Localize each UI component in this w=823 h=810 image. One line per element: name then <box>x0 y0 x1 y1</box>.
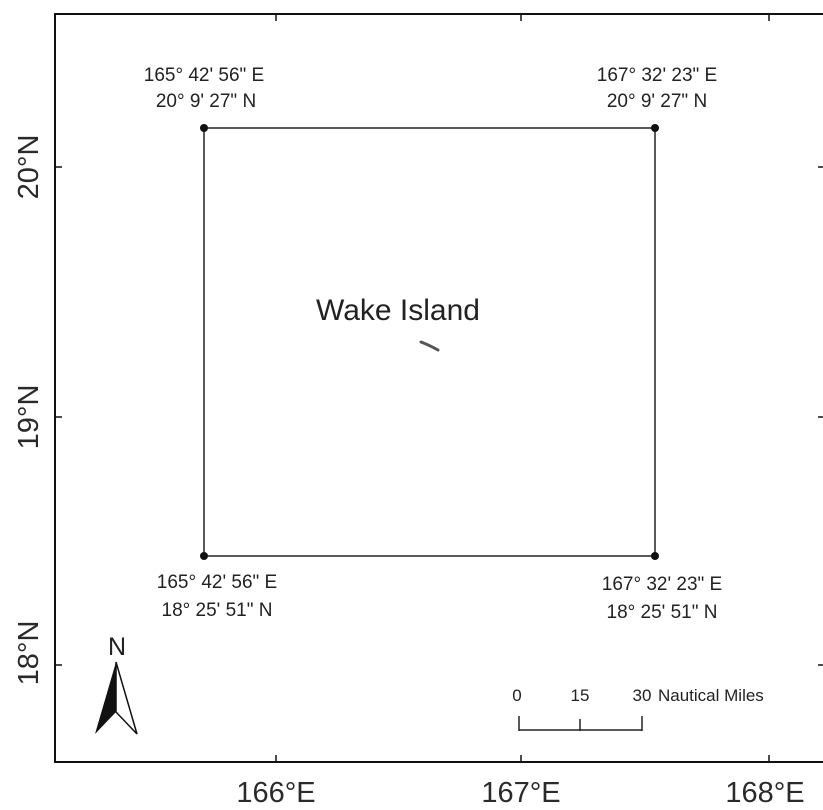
north-arrow-label: N <box>108 633 126 661</box>
corner-bottom-left-lat: 18° 25' 51" N <box>162 600 273 621</box>
scale-label-15: 15 <box>571 686 590 705</box>
place-label: Wake Island <box>316 294 480 327</box>
y-tick-label-20: 20°N <box>13 135 45 200</box>
scale-bar-lines <box>518 716 643 731</box>
north-arrow-dark-half <box>95 662 116 734</box>
x-tick-label-166: 166°E <box>236 777 315 809</box>
corner-point-top-right <box>651 124 659 132</box>
corner-point-bottom-right <box>651 552 659 560</box>
corner-top-left-lon: 165° 42' 56" E <box>144 65 264 86</box>
boundary-box <box>203 127 656 557</box>
corner-bottom-right-lon: 167° 32' 23" E <box>602 574 722 595</box>
corner-point-top-left <box>200 124 208 132</box>
y-axis-ticks <box>55 166 823 666</box>
corner-bottom-left-lon: 165° 42' 56" E <box>157 572 277 593</box>
y-tick-label-19: 19°N <box>13 385 45 450</box>
corner-point-bottom-left <box>200 552 208 560</box>
map-frame <box>54 13 823 763</box>
corner-top-right-lon: 167° 32' 23" E <box>597 65 717 86</box>
corner-top-left-lat: 20° 9' 27" N <box>156 91 256 112</box>
y-tick-label-18: 18°N <box>13 621 45 686</box>
corner-bottom-right-lat: 18° 25' 51" N <box>607 602 718 623</box>
scale-label-30: 30 <box>633 686 652 705</box>
scale-label-0: 0 <box>512 686 521 705</box>
scale-unit-label: Nautical Miles <box>658 686 764 705</box>
north-arrow-light-half <box>115 661 138 735</box>
x-axis-ticks <box>275 14 770 762</box>
corner-top-right-lat: 20° 9' 27" N <box>607 91 707 112</box>
x-tick-label-167: 167°E <box>481 777 560 809</box>
scale-bar: 0 15 30 Nautical Miles <box>512 686 764 731</box>
north-arrow: N <box>95 633 138 735</box>
x-tick-label-168: 168°E <box>725 777 804 809</box>
wake-island-shape <box>419 340 440 352</box>
